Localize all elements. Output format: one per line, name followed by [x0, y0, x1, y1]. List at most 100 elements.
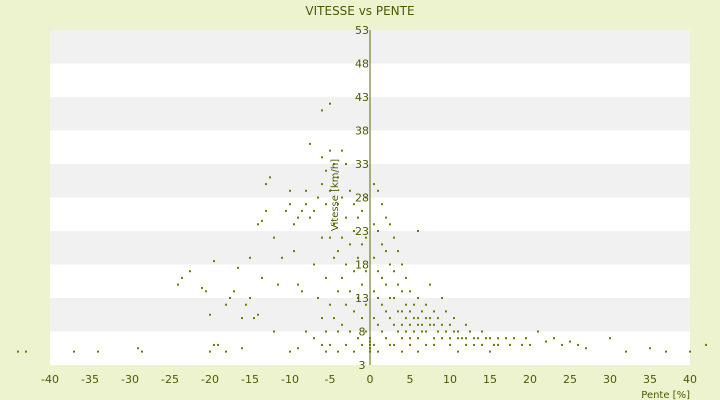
- y-tick-label: 33: [355, 158, 369, 171]
- data-point: [301, 209, 303, 212]
- data-point: [357, 297, 359, 299]
- data-point: [345, 343, 347, 346]
- data-point: [249, 297, 251, 299]
- data-point: [397, 330, 399, 333]
- x-tick-label: -40: [41, 373, 59, 386]
- data-point: [345, 163, 347, 165]
- data-point: [297, 216, 299, 219]
- data-point: [229, 297, 231, 299]
- data-point: [417, 297, 419, 299]
- data-point: [373, 223, 375, 226]
- data-point: [433, 323, 435, 326]
- y-tick-label: 23: [355, 225, 369, 238]
- data-point: [405, 330, 407, 333]
- data-point: [553, 337, 555, 340]
- data-point: [289, 189, 291, 192]
- data-point: [313, 209, 315, 212]
- data-point: [321, 183, 323, 186]
- data-point: [413, 317, 415, 320]
- data-point: [401, 350, 403, 353]
- data-point: [485, 337, 487, 340]
- x-tick-label: -25: [161, 373, 179, 386]
- y-tick-label: 43: [355, 91, 369, 104]
- data-point: [425, 330, 427, 333]
- data-point: [497, 343, 499, 346]
- data-point: [609, 337, 611, 340]
- data-point: [377, 350, 379, 353]
- data-point: [337, 176, 339, 179]
- data-point: [225, 350, 227, 353]
- data-point: [509, 343, 511, 346]
- data-point: [377, 270, 379, 273]
- data-point: [421, 310, 423, 313]
- data-point: [233, 290, 235, 293]
- data-point: [505, 337, 507, 340]
- data-point: [513, 337, 515, 340]
- data-point: [345, 216, 347, 219]
- data-point: [241, 347, 243, 350]
- data-point: [401, 263, 403, 266]
- data-point: [481, 343, 483, 346]
- x-tick-label: 0: [367, 373, 374, 386]
- x-tick-label: 25: [563, 373, 577, 386]
- data-point: [261, 219, 263, 222]
- data-point: [189, 270, 191, 273]
- data-point: [425, 303, 427, 306]
- data-point: [341, 196, 343, 199]
- data-point: [313, 337, 315, 340]
- data-point: [181, 276, 183, 279]
- data-point: [353, 310, 355, 313]
- data-point: [429, 283, 431, 286]
- data-point: [649, 347, 651, 350]
- data-point: [349, 243, 351, 246]
- data-point: [377, 189, 379, 192]
- data-point: [337, 203, 339, 206]
- data-point: [17, 350, 19, 353]
- data-point: [585, 347, 587, 350]
- data-point: [73, 350, 75, 353]
- data-point: [337, 330, 339, 333]
- data-point: [421, 330, 423, 333]
- data-point: [329, 102, 331, 105]
- data-point: [357, 256, 359, 259]
- data-point: [381, 303, 383, 306]
- data-point: [405, 303, 407, 306]
- data-point: [245, 303, 247, 306]
- x-tick-label: -20: [201, 373, 219, 386]
- data-point: [489, 337, 491, 340]
- data-point: [561, 343, 563, 346]
- data-point: [353, 350, 355, 353]
- data-point: [433, 337, 435, 340]
- data-point: [309, 216, 311, 219]
- x-tick-label: -5: [325, 373, 336, 386]
- data-point: [365, 236, 367, 239]
- data-point: [393, 323, 395, 326]
- data-point: [453, 317, 455, 320]
- data-point: [337, 250, 339, 253]
- data-point: [393, 343, 395, 346]
- data-point: [401, 310, 403, 313]
- data-point: [705, 343, 707, 346]
- data-point: [329, 343, 331, 346]
- data-point: [417, 317, 419, 320]
- data-point: [345, 263, 347, 266]
- data-point: [325, 330, 327, 333]
- data-point: [409, 343, 411, 346]
- x-tick-label: -10: [281, 373, 299, 386]
- data-point: [457, 337, 459, 340]
- x-tick-label: -35: [81, 373, 99, 386]
- data-point: [377, 230, 379, 232]
- data-point: [333, 223, 335, 226]
- data-point: [409, 323, 411, 326]
- data-point: [525, 337, 527, 340]
- data-point: [325, 350, 327, 353]
- data-point: [545, 340, 547, 343]
- data-point: [277, 283, 279, 286]
- y-tick-label: 13: [355, 292, 369, 305]
- data-point: [373, 317, 375, 320]
- data-point: [361, 209, 363, 212]
- data-point: [449, 343, 451, 346]
- data-point: [285, 209, 287, 212]
